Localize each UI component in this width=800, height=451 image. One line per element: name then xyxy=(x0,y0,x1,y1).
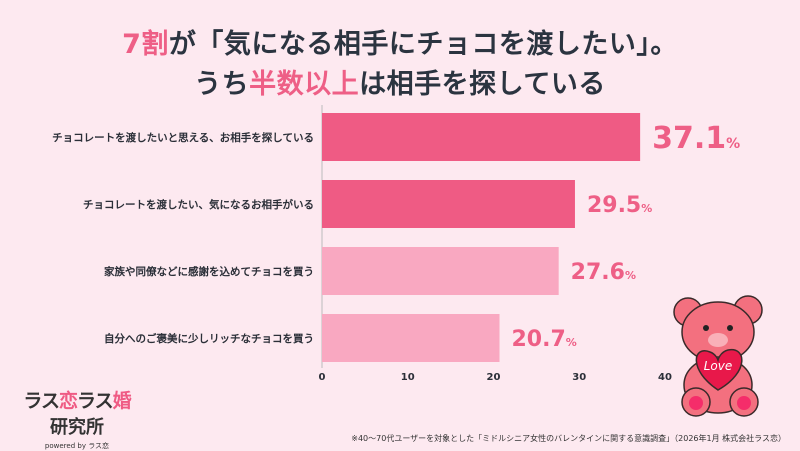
category-label: 家族や同僚などに感謝を込めてチョコを買う xyxy=(104,265,314,278)
data-label: 29.5% xyxy=(587,193,652,218)
logo: ラス恋ラス婚 研究所 powered by ラス恋 xyxy=(23,390,131,450)
title-text: が「気になる相手にチョコを渡したい」。 xyxy=(168,29,678,60)
title-highlight: 半数以上 xyxy=(249,69,360,100)
bar xyxy=(322,113,641,161)
teddy-bear-illustration: Love xyxy=(668,290,778,424)
x-tick-label: 20 xyxy=(487,372,501,383)
bar xyxy=(322,180,575,228)
data-label: 20.7% xyxy=(512,327,577,352)
title-highlight: 7割 xyxy=(122,29,169,60)
x-tick-label: 0 xyxy=(319,372,326,383)
title-text: は相手を探している xyxy=(359,69,606,100)
category-label: チョコレートを渡したいと思える、お相手を探している xyxy=(52,131,314,144)
data-label: 37.1% xyxy=(652,121,740,156)
title-line-1: 7割が「気になる相手にチョコを渡したい」。 xyxy=(0,22,800,61)
x-tick-label: 30 xyxy=(572,372,586,383)
title-text: うち xyxy=(194,69,250,100)
bar xyxy=(322,247,559,295)
category-label: 自分へのご褒美に少しリッチなチョコを買う xyxy=(104,332,314,345)
footnote: ※40〜70代ユーザーを対象とした「ミドルシニア女性のバレンタインに関する意識調… xyxy=(351,434,786,443)
x-tick-label: 10 xyxy=(401,372,415,383)
data-label: 27.6% xyxy=(571,260,636,285)
bar xyxy=(322,314,500,362)
category-label: チョコレートを渡したい、気になるお相手がいる xyxy=(83,198,314,211)
title-line-2: うち半数以上は相手を探している xyxy=(0,62,800,101)
heart-text: Love xyxy=(704,359,733,373)
x-tick-label: 40 xyxy=(658,372,672,383)
